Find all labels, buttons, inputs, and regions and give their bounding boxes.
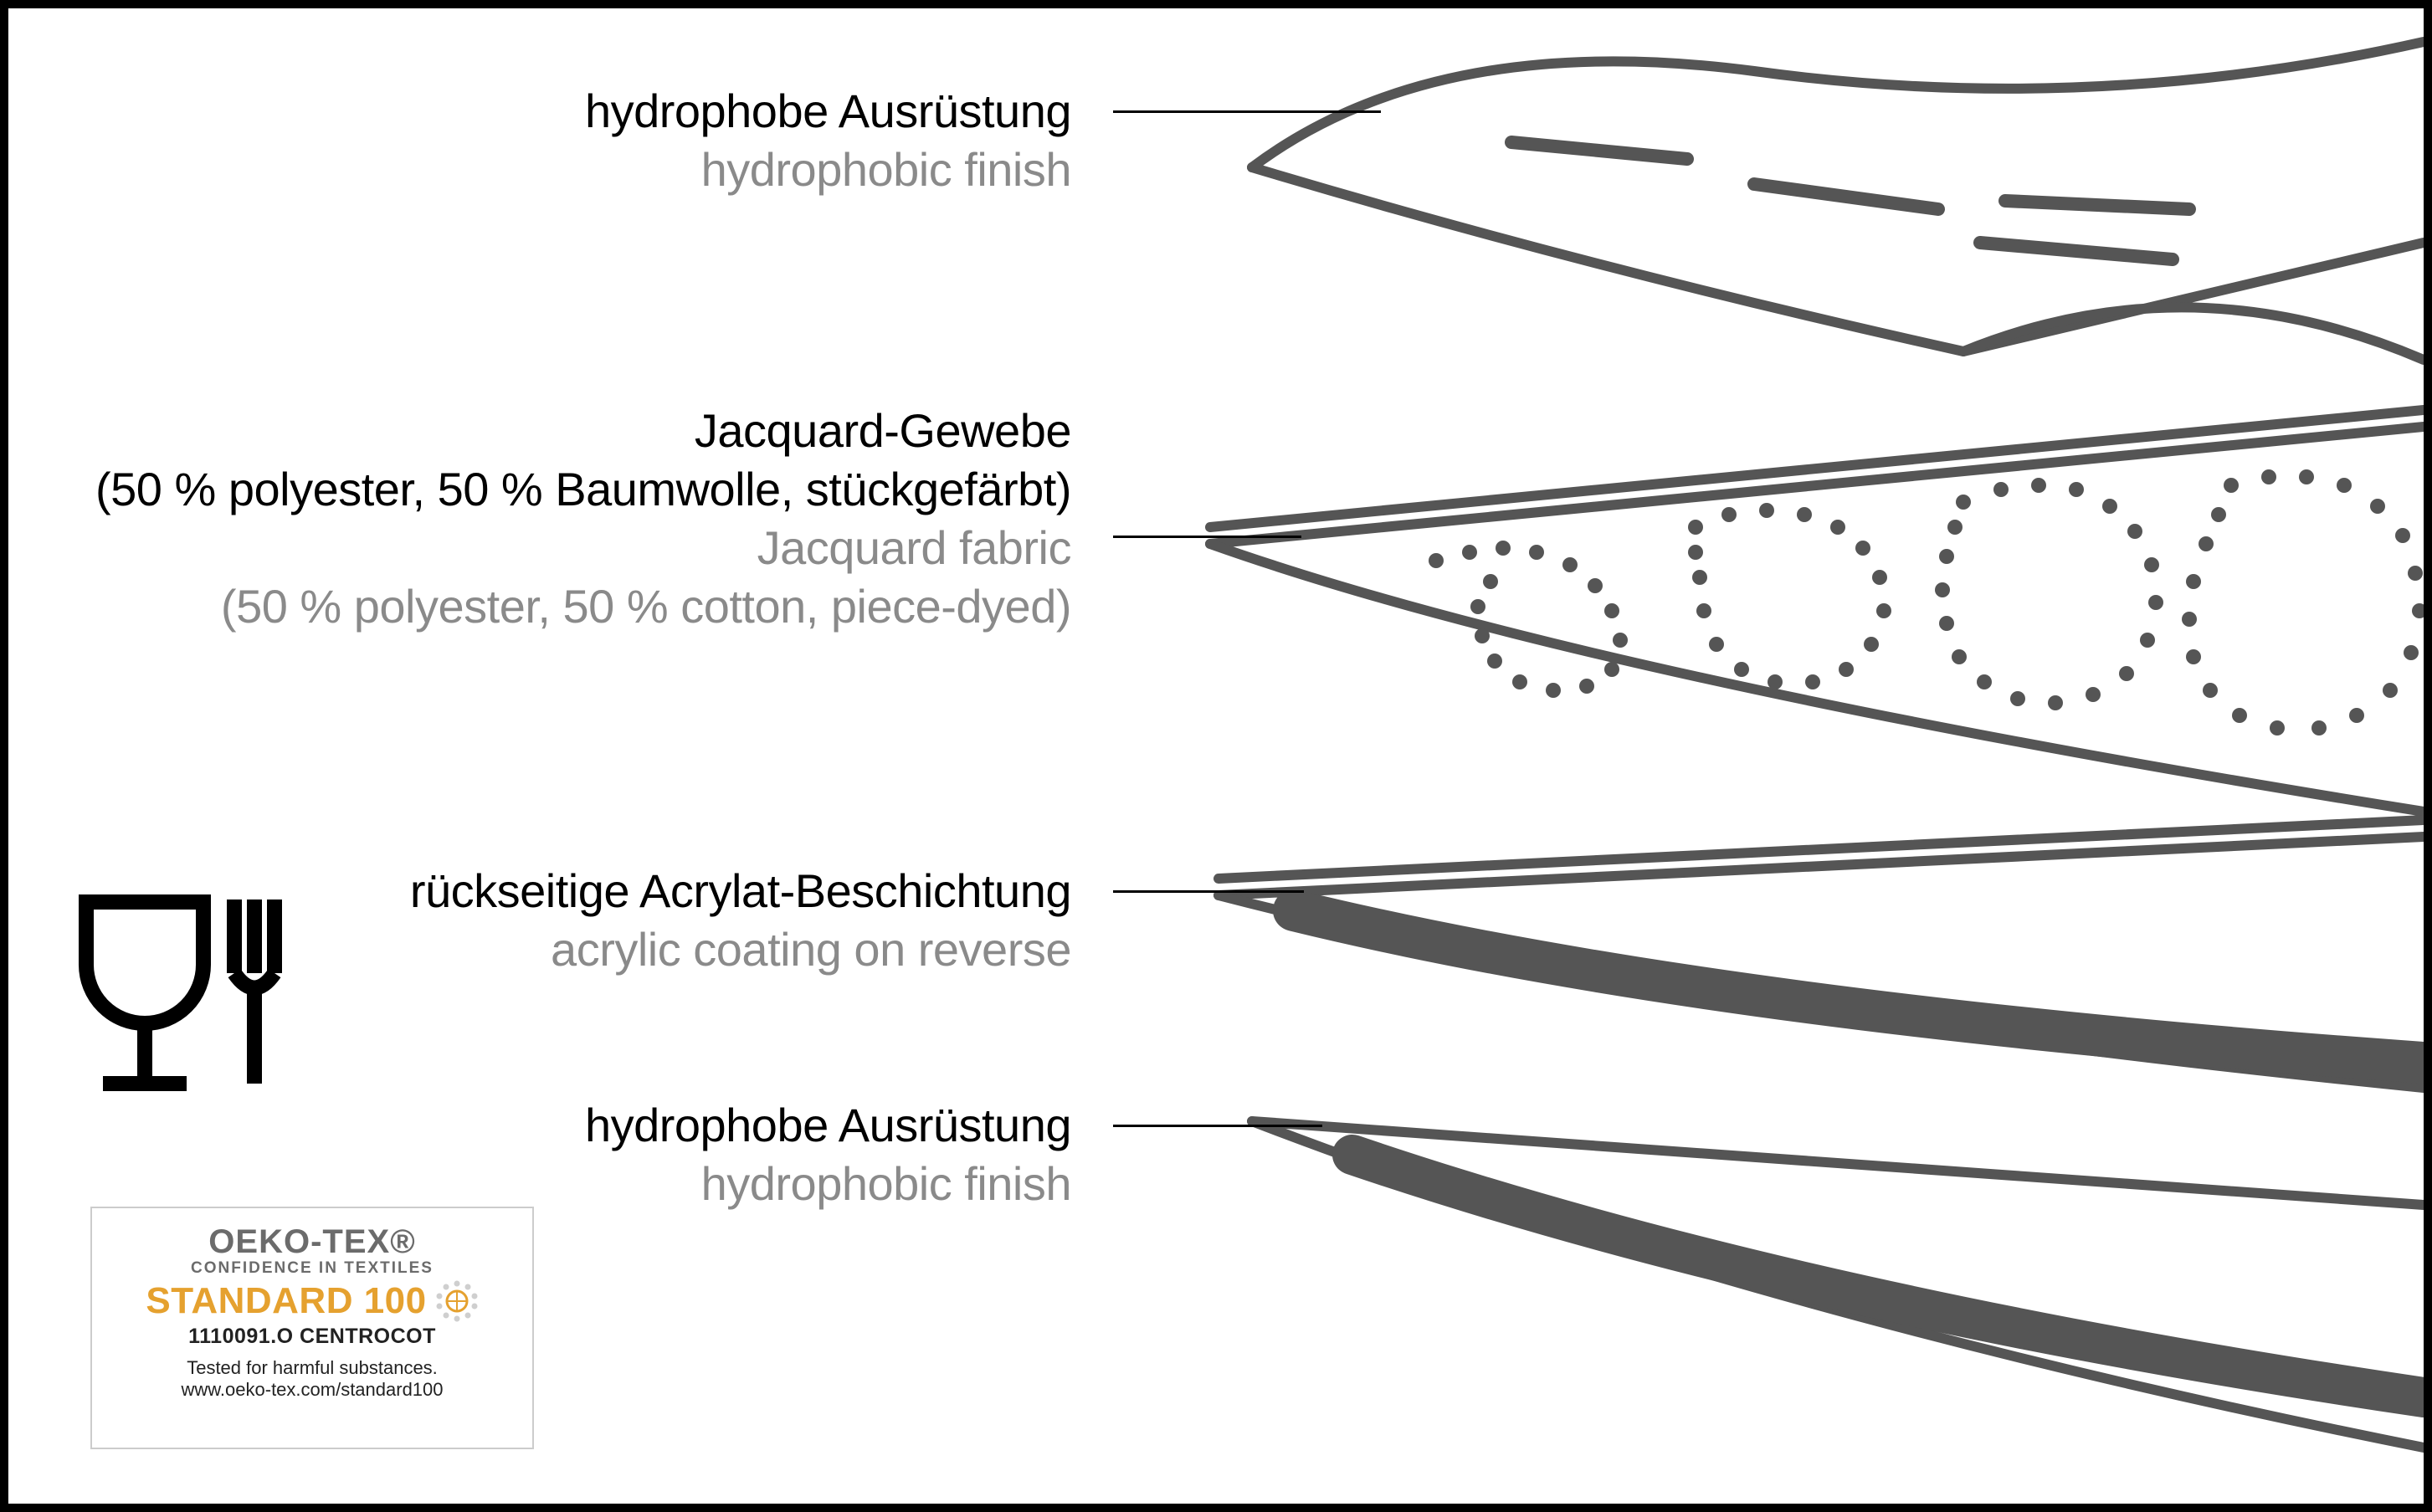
fabric-layers-illustration (1001, 8, 2424, 1512)
layer4-label-de: hydrophobe Ausrüstung (585, 1096, 1071, 1155)
layer1-label-en: hydrophobic finish (585, 141, 1071, 199)
oeko-line2: CONFIDENCE IN TEXTILES (112, 1259, 512, 1278)
layer2-label-en-1: Jacquard fabric (95, 519, 1071, 577)
oeko-line4: 1110091.O CENTROCOT (112, 1325, 512, 1349)
layer3-leader (1113, 890, 1304, 893)
layer3-label-en: acrylic coating on reverse (410, 920, 1071, 979)
oeko-line3: STANDARD 100 (146, 1280, 426, 1322)
diagram-frame: hydrophobe Ausrüstung hydrophobic finish… (0, 0, 2432, 1512)
layer2-label-de-2: (50 % polyester, 50 % Baumwolle, stückge… (95, 460, 1071, 519)
layer3-label-de: rückseitige Acrylat-Beschichtung (410, 862, 1071, 920)
layer1-leader (1113, 110, 1381, 113)
layer1-label-de: hydrophobe Ausrüstung (585, 82, 1071, 141)
layer3-label: rückseitige Acrylat-Beschichtung acrylic… (410, 862, 1071, 979)
layer1-label: hydrophobe Ausrüstung hydrophobic finish (585, 82, 1071, 199)
oeko-line1: OEKO-TEX® (112, 1223, 512, 1261)
oeko-line5: Tested for harmful substances. (112, 1357, 512, 1379)
layer4-label: hydrophobe Ausrüstung hydrophobic finish (585, 1096, 1071, 1213)
layer2-label-en-2: (50 % polyester, 50 % cotton, piece-dyed… (95, 577, 1071, 636)
oeko-line6: www.oeko-tex.com/standard100 (112, 1379, 512, 1401)
oeko-globe-icon (435, 1279, 479, 1323)
layer2-label: Jacquard-Gewebe (50 % polyester, 50 % Ba… (95, 402, 1071, 636)
layer4-label-en: hydrophobic finish (585, 1155, 1071, 1213)
food-safe-icon (57, 873, 291, 1107)
oeko-tex-badge: OEKO-TEX® CONFIDENCE IN TEXTILES STANDAR… (90, 1207, 534, 1449)
layer2-leader (1113, 536, 1301, 538)
layer2-label-de-1: Jacquard-Gewebe (95, 402, 1071, 460)
layer4-leader (1113, 1125, 1322, 1127)
